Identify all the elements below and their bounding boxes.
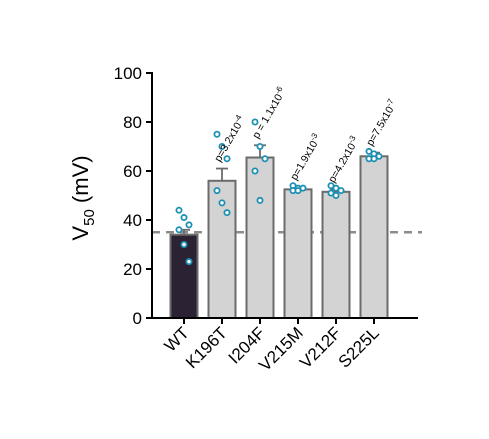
data-point [218,199,226,207]
data-point [175,206,183,214]
data-point [261,155,269,163]
x-tick-label: V212F [296,323,345,372]
data-point [370,155,378,163]
data-point [213,130,221,138]
data-point [185,258,193,266]
bar-v215m [283,188,313,319]
y-tick-label: 80 [123,113,142,132]
data-point [251,118,259,126]
p-value-label: p=7.5x10-7 [362,97,400,148]
data-point [175,226,183,234]
data-point [180,240,188,248]
bars-layer [169,155,389,319]
data-point [294,187,302,195]
data-point [251,167,259,175]
data-point [337,187,345,195]
p-value-label: p=4.2x10-3 [324,134,362,185]
data-point [256,142,264,150]
y-axis-label: V50 (mV) [68,155,98,240]
data-point [213,187,221,195]
data-point [223,209,231,217]
y-tick-label: 0 [133,309,142,328]
data-point [218,142,226,150]
p-value-label: p = 1.1x10-6 [248,84,289,140]
data-point [180,214,188,222]
bar-s225l [359,155,389,319]
x-tick-label: S225L [335,323,383,371]
y-tick-label: 40 [123,211,142,230]
x-tick-label: K196T [182,323,231,372]
data-point [256,196,264,204]
y-tick-label: 100 [114,64,142,83]
data-point [223,155,231,163]
bar-i204f [245,156,275,319]
p-value-label: p=1.9x10-3 [286,131,324,182]
data-point [332,191,340,199]
y-tick-label: 60 [123,162,142,181]
data-point [185,221,193,229]
data-points-layer [175,118,383,266]
y-axis: 0 20 40 60 80 100 [114,64,153,328]
bar-v212f [321,190,351,319]
x-tick-label: WT [161,323,193,355]
y-tick-label: 20 [123,260,142,279]
